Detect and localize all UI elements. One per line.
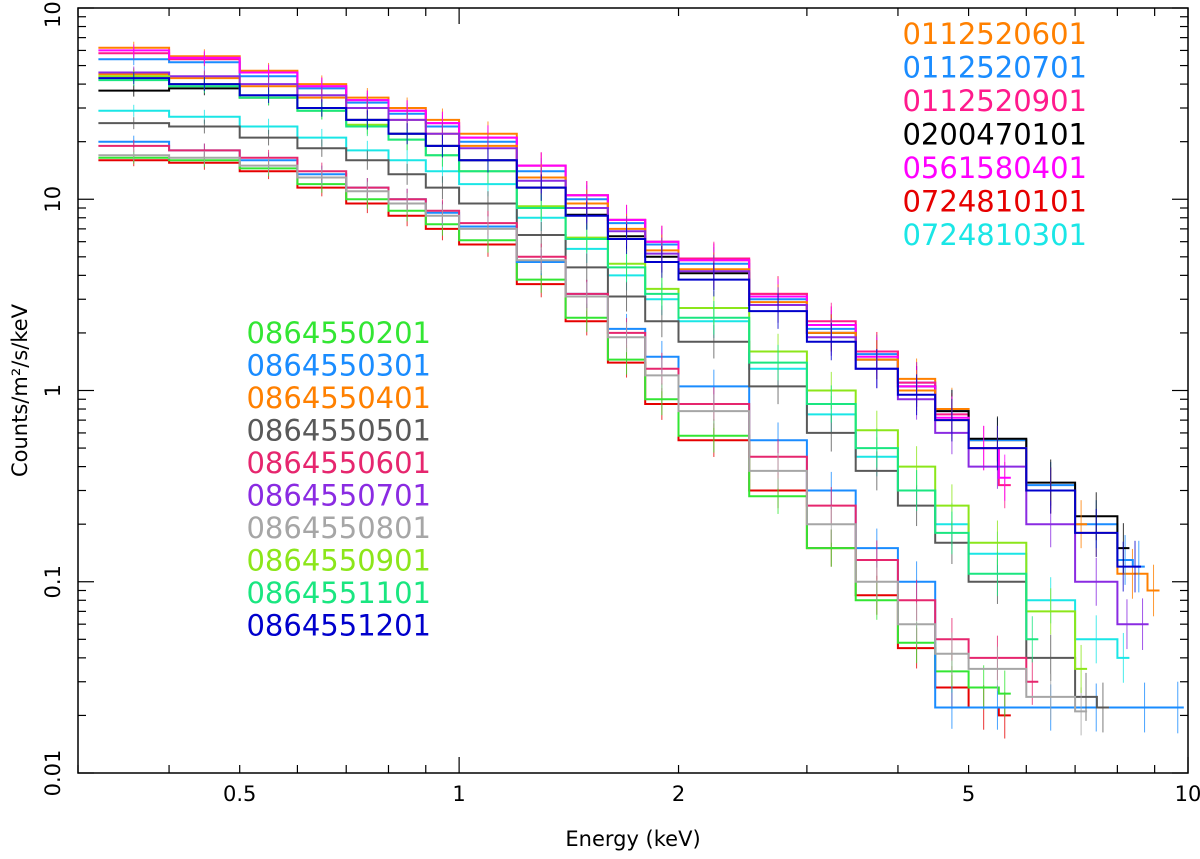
y-axis-label: Counts/m²/s/keV bbox=[8, 303, 32, 477]
series-line bbox=[98, 77, 1141, 568]
series-0724810101 bbox=[98, 154, 1011, 739]
series-0561580401 bbox=[98, 44, 1011, 501]
series-line bbox=[98, 156, 1011, 695]
series-0864550801 bbox=[98, 149, 1088, 736]
x-tick-label: 1 bbox=[452, 782, 465, 806]
legend-entry: 0864550401 bbox=[246, 381, 431, 415]
legend: 0112520601011252070101125209010200470101… bbox=[246, 17, 1087, 643]
axis-ticks: 0.5 1 2 5 10 0.01 0.1 1 10 100 bbox=[41, 0, 1200, 806]
series-line bbox=[98, 49, 1011, 479]
legend-entry: 0864551201 bbox=[246, 609, 431, 643]
y-tick-label: 0.1 bbox=[41, 565, 65, 598]
series-line bbox=[98, 122, 1109, 709]
legend-entry: 0724810101 bbox=[902, 185, 1087, 219]
y-tick-label: 100 bbox=[41, 0, 65, 28]
legend-entry: 0112520701 bbox=[902, 51, 1087, 85]
x-tick-label: 0.5 bbox=[223, 782, 256, 806]
series-0864550201 bbox=[98, 151, 1011, 717]
legend-entry: 0112520901 bbox=[902, 84, 1087, 118]
legend-entry: 0864550701 bbox=[246, 479, 431, 513]
y-tick-label: 0.01 bbox=[41, 750, 65, 797]
x-tick-label: 2 bbox=[672, 782, 685, 806]
series-0864551201 bbox=[98, 72, 1141, 593]
legend-entry: 0561580401 bbox=[902, 151, 1087, 185]
x-tick-label: 5 bbox=[962, 782, 975, 806]
legend-entry: 0864550501 bbox=[246, 414, 431, 448]
series-line bbox=[98, 159, 1011, 717]
legend-entry: 0864550801 bbox=[246, 511, 431, 545]
legend-entry: 0200470101 bbox=[902, 118, 1087, 152]
legend-entry: 0112520601 bbox=[902, 17, 1087, 51]
legend-entry: 0864550301 bbox=[246, 349, 431, 383]
series-line bbox=[98, 52, 1011, 487]
x-tick-label: 10 bbox=[1175, 782, 1200, 806]
series-layer bbox=[98, 41, 1184, 739]
y-tick-label: 10 bbox=[41, 186, 65, 213]
legend-entry: 0864551101 bbox=[246, 576, 431, 610]
legend-entry: 0864550901 bbox=[246, 544, 431, 578]
y-tick-label: 1 bbox=[41, 384, 65, 397]
x-axis-label: Energy (keV) bbox=[565, 827, 700, 851]
legend-entry: 0864550601 bbox=[246, 446, 431, 480]
legend-entry: 0864550201 bbox=[246, 316, 431, 350]
legend-entry: 0724810301 bbox=[902, 218, 1087, 252]
